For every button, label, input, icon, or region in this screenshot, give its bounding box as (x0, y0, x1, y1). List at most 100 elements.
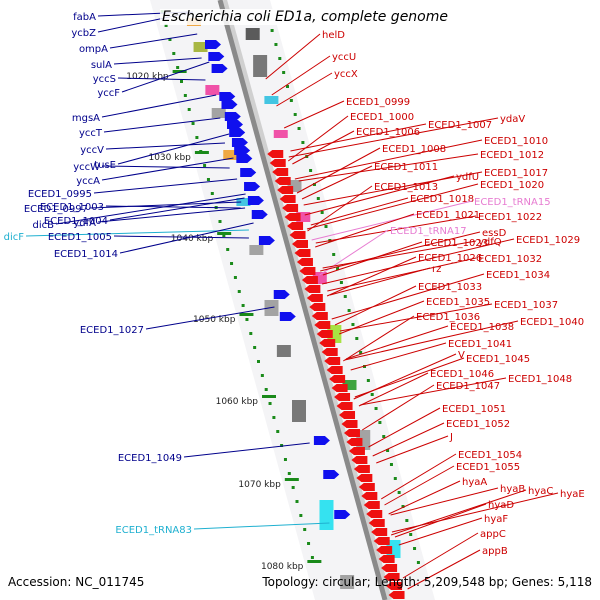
minus-gene-connector (283, 100, 345, 129)
tick-mark (301, 141, 305, 144)
tick-mark (339, 281, 343, 284)
tick-mark (180, 80, 183, 83)
plus-gene-connector (101, 165, 230, 169)
minus-gene-label: ECED1_1021 (416, 210, 480, 221)
minus-gene-label: ECED1_1022 (478, 212, 542, 223)
feature-block (193, 42, 208, 52)
plus-gene-connector (25, 229, 249, 237)
tick-mark (413, 547, 417, 550)
tick-mark (416, 561, 420, 564)
map-title: Escherichia coli ED1a, complete genome (160, 9, 450, 25)
minus-gene-connector (303, 171, 483, 206)
tick-mark (389, 463, 393, 466)
plus-gene-label: ECED1_1005 (48, 232, 112, 243)
tick-mark (264, 388, 268, 391)
tick-mark (293, 113, 297, 116)
minus-gene-label: ECED1_1045 (466, 354, 530, 365)
minus-gene-connector (265, 33, 321, 80)
minus-gene-label: ECED1_tRNA15 (474, 197, 551, 208)
plus-strand-arrow (258, 236, 275, 245)
minus-gene-connector (288, 117, 499, 158)
plus-gene-label: ECED1_1004 (44, 216, 108, 227)
plus-strand-arrow (279, 312, 296, 321)
minus-strand-arrow (277, 186, 294, 194)
tick-mark (218, 220, 222, 223)
minus-gene-label: hyaE (560, 489, 585, 500)
minus-strand-arrow (366, 510, 383, 518)
tick-mark (226, 248, 230, 251)
plus-strand-arrow (227, 120, 243, 129)
minus-gene-label: ECED1_1052 (446, 419, 510, 430)
minus-strand-arrow (363, 501, 380, 509)
minus-gene-label: V (458, 350, 465, 361)
minus-gene-label: ECED1_1047 (436, 381, 500, 392)
feature-block (211, 108, 226, 118)
minus-gene-connector (360, 377, 507, 406)
plus-strand-arrow (208, 52, 225, 61)
tick-mark (324, 225, 328, 228)
minus-strand-arrow (383, 573, 400, 581)
minus-gene-label: ECED1_1029 (516, 235, 580, 246)
tick-mark (272, 416, 276, 419)
minus-strand-arrow (334, 393, 351, 401)
tick-mark (260, 374, 264, 377)
plus-gene-connector (97, 207, 246, 223)
minus-gene-connector (402, 532, 479, 579)
minus-strand-arrow (324, 357, 341, 365)
minus-gene-label: ECED1_1020 (480, 180, 544, 191)
tick-mark (241, 304, 245, 307)
feature-block (327, 325, 342, 343)
tick-mark (176, 66, 180, 69)
minus-gene-label: ECED1_1038 (450, 322, 514, 333)
tick-mark (336, 267, 340, 270)
tick-mark (203, 164, 207, 167)
tick-mark (280, 444, 284, 447)
minus-strand-arrow (289, 231, 306, 239)
minus-strand-arrow (368, 519, 385, 527)
minus-strand-arrow (381, 564, 398, 572)
minus-strand-arrow (358, 483, 375, 491)
ruler-tick (194, 151, 209, 154)
feature-block (342, 380, 357, 390)
ruler-label: 1030 kbp (148, 153, 191, 163)
tick-mark (270, 29, 274, 32)
tick-mark (374, 407, 378, 410)
genome-backbone (217, 0, 388, 600)
tick-mark (253, 346, 257, 349)
minus-strand-arrow (336, 402, 353, 410)
plus-gene-label: ECED1_1049 (118, 453, 182, 464)
minus-gene-label: ECED1_1017 (484, 168, 548, 179)
minus-gene-connector (311, 200, 473, 241)
feature-block (205, 85, 220, 95)
plus-strand-arrow (229, 128, 246, 137)
minus-gene-label: ydaV (500, 114, 525, 125)
minus-gene-label: ECED1_1018 (410, 194, 474, 205)
tick-mark (351, 323, 355, 326)
plus-gene-connector (109, 197, 245, 221)
feature-block (249, 245, 264, 255)
tick-mark (332, 253, 336, 256)
tick-mark (233, 276, 237, 279)
minus-gene-label: yccX (334, 69, 358, 80)
minus-gene-label: ECED1_1007 (428, 120, 492, 131)
tick-mark (268, 402, 272, 405)
ruler-tick (239, 313, 254, 316)
minus-strand-arrow (306, 294, 323, 302)
plus-gene-connector (183, 442, 310, 458)
tick-mark (316, 197, 320, 200)
minus-strand-arrow (287, 222, 304, 230)
minus-gene-connector (322, 240, 477, 269)
plus-gene-label: yccF (97, 88, 120, 99)
plus-strand-arrow (219, 92, 236, 101)
plus-gene-label: ECED1_1003 (40, 202, 104, 213)
tick-mark (386, 449, 390, 452)
minus-gene-label: ECED1_1011 (374, 162, 438, 173)
tick-mark (191, 122, 195, 125)
ruler-label: 1060 kbp (216, 397, 259, 407)
feature-block (236, 198, 251, 206)
minus-strand-arrow (331, 384, 348, 392)
minus-strand-arrow (386, 582, 403, 590)
plus-strand-arrow (247, 196, 264, 205)
minus-gene-connector (339, 303, 493, 332)
tick-mark (393, 477, 397, 480)
